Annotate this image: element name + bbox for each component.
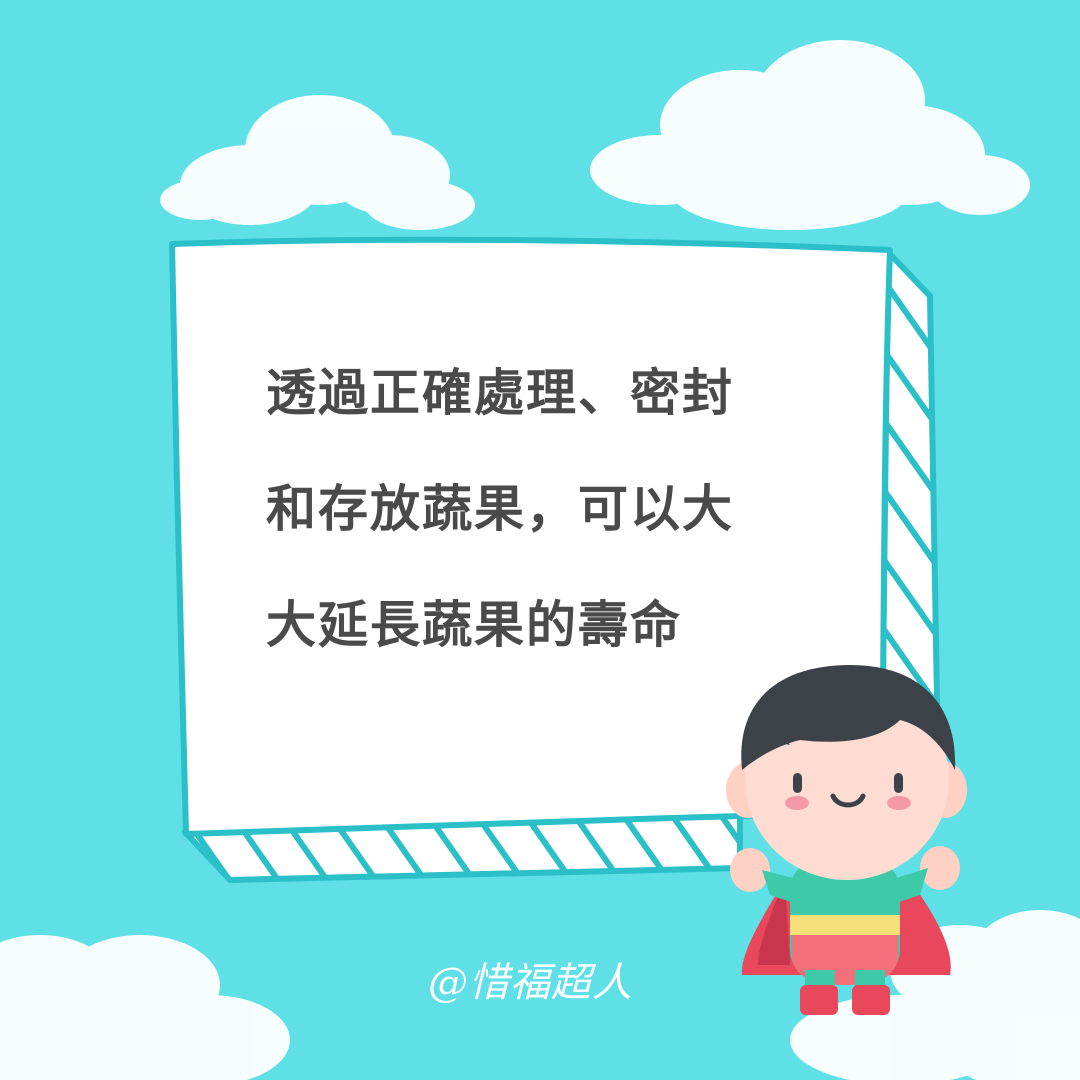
superhero-character-icon	[726, 665, 967, 1015]
message-line-3: 大延長蔬果的壽命	[266, 596, 682, 654]
message-board	[169, 236, 941, 883]
cloud-top-left	[160, 95, 475, 230]
account-handle: @惜福超人	[428, 960, 633, 1006]
cloud-bottom-right	[790, 910, 1080, 1080]
message-text: 透過正確處理、密封 和存放蔬果，可以大 大延長蔬果的壽命	[266, 335, 826, 683]
cloud-bottom-left	[0, 935, 290, 1080]
cloud-top-right	[590, 40, 1030, 230]
message-line-1: 透過正確處理、密封	[266, 364, 734, 422]
message-line-2: 和存放蔬果，可以大	[266, 480, 734, 538]
